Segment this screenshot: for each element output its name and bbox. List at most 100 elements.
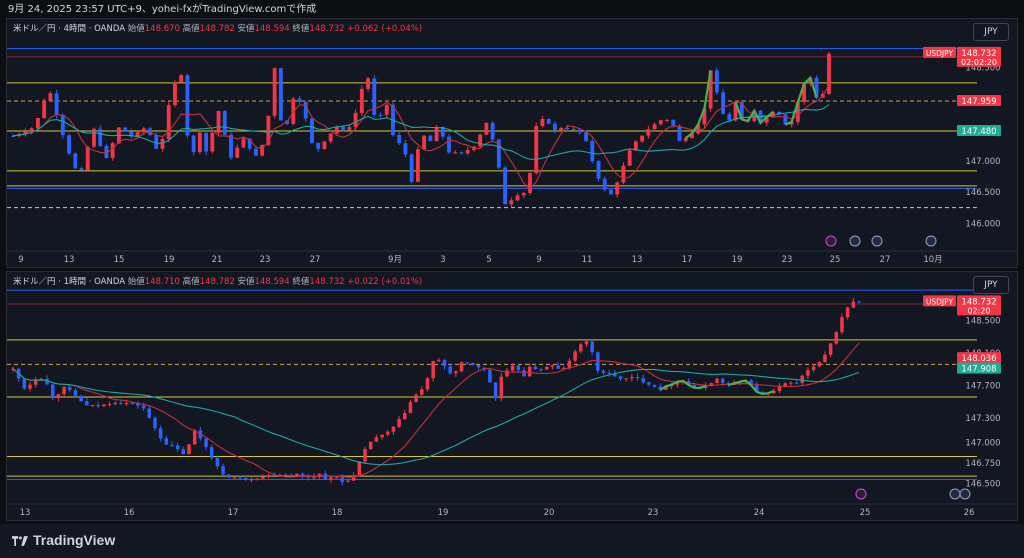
x-tick-label: 16 <box>124 508 135 518</box>
candle <box>692 385 697 388</box>
symbol-title: 米ドル／円 · 1時間 · OANDA <box>13 277 126 287</box>
candle <box>185 75 190 136</box>
candle <box>522 370 526 377</box>
candle <box>646 129 651 136</box>
x-tick-label: 23 <box>260 255 271 265</box>
symbol-tag-label: USDJPY <box>926 297 954 306</box>
price-tag <box>957 95 1001 107</box>
candle <box>255 478 259 480</box>
candle <box>602 178 607 190</box>
candle <box>851 301 856 308</box>
candle <box>618 376 623 379</box>
chart-panel-1h[interactable]: 148.500148.100147.700147.300147.000146.7… <box>6 271 1018 521</box>
candle <box>215 458 220 467</box>
candle <box>471 363 475 366</box>
candle <box>834 332 839 344</box>
x-tick-label: 19 <box>438 508 449 518</box>
candle <box>422 135 427 150</box>
candle <box>62 387 66 395</box>
currency-button[interactable]: JPY <box>973 23 1009 41</box>
symbol-legend-4h: 米ドル／円 · 4時間 · OANDA 始値148.670 高値148.782 … <box>13 22 422 34</box>
candle <box>141 405 146 409</box>
candle <box>621 165 626 183</box>
candle <box>640 135 645 142</box>
x-tick-label: 27 <box>880 255 891 265</box>
candle <box>499 376 504 399</box>
candle <box>708 70 713 109</box>
candlestick-chart-1h[interactable]: 148.500148.100147.700147.300147.000146.7… <box>7 272 1017 520</box>
candle <box>675 381 680 385</box>
candle <box>828 343 833 355</box>
candle <box>104 145 109 158</box>
candle <box>447 136 451 153</box>
candle <box>357 461 362 476</box>
candle <box>571 128 576 130</box>
price-tag <box>957 352 1001 364</box>
candle <box>476 365 481 368</box>
symbol-title: 米ドル／円 · 4時間 · OANDA <box>13 24 126 34</box>
candle <box>690 133 694 139</box>
candle <box>505 370 509 377</box>
x-tick-label: 26 <box>964 508 975 518</box>
candle <box>380 434 384 438</box>
candle <box>484 122 489 135</box>
candle <box>544 366 549 370</box>
high-value: 148.782 <box>199 24 235 34</box>
tradingview-logo[interactable]: TradingView <box>12 532 115 548</box>
candle <box>210 132 215 152</box>
candle <box>306 476 311 478</box>
x-tick-label: 10月 <box>923 255 942 265</box>
candle <box>565 127 570 129</box>
candle <box>521 192 526 196</box>
candle <box>454 371 458 374</box>
candle <box>590 140 595 162</box>
x-tick-label: 27 <box>310 255 321 265</box>
candle <box>129 131 134 137</box>
candle <box>323 473 328 480</box>
candle <box>764 117 769 123</box>
x-tick-label: 9 <box>536 255 541 265</box>
candle <box>197 132 202 153</box>
candle <box>823 354 827 363</box>
candle <box>170 444 174 446</box>
price-tag-value: 147.908 <box>961 365 996 375</box>
candle <box>366 78 370 89</box>
candle <box>334 477 339 479</box>
currency-button[interactable]: JPY <box>973 276 1009 294</box>
candle <box>160 138 165 149</box>
candle <box>73 390 78 396</box>
open-label: 始値 <box>127 277 145 287</box>
candle <box>633 141 638 151</box>
candle <box>490 122 495 140</box>
candle <box>647 382 651 385</box>
candle <box>244 478 248 480</box>
candle <box>110 143 115 158</box>
candle <box>238 477 242 479</box>
x-tick-label: 17 <box>682 255 693 265</box>
us-flag-event-icon <box>871 235 883 247</box>
candle <box>278 474 282 476</box>
candle <box>806 370 810 376</box>
x-tick-label: 20 <box>544 508 555 518</box>
open-label: 始値 <box>127 24 145 34</box>
candle <box>609 189 613 195</box>
x-tick-label: 15 <box>114 255 125 265</box>
us-flag-event-icon <box>925 235 937 247</box>
low-label: 安値 <box>237 24 255 34</box>
price-tag-value: 147.480 <box>961 127 996 137</box>
chart-panel-4h[interactable]: 148.500147.500147.000146.500146.000148.7… <box>6 18 1018 268</box>
x-tick-label: 24 <box>754 508 765 518</box>
candle <box>191 135 196 153</box>
candlestick-chart-4h[interactable]: 148.500147.500147.000146.500146.000148.7… <box>7 19 1017 267</box>
x-tick-label: 13 <box>632 255 643 265</box>
candle <box>771 111 775 118</box>
candle <box>783 114 788 125</box>
signal-line <box>784 75 818 126</box>
candle <box>683 138 688 141</box>
candle <box>391 426 396 432</box>
candle <box>261 476 265 479</box>
candle <box>241 138 246 148</box>
candle <box>584 341 589 345</box>
x-tick-label: 17 <box>228 508 239 518</box>
candle <box>113 402 117 405</box>
